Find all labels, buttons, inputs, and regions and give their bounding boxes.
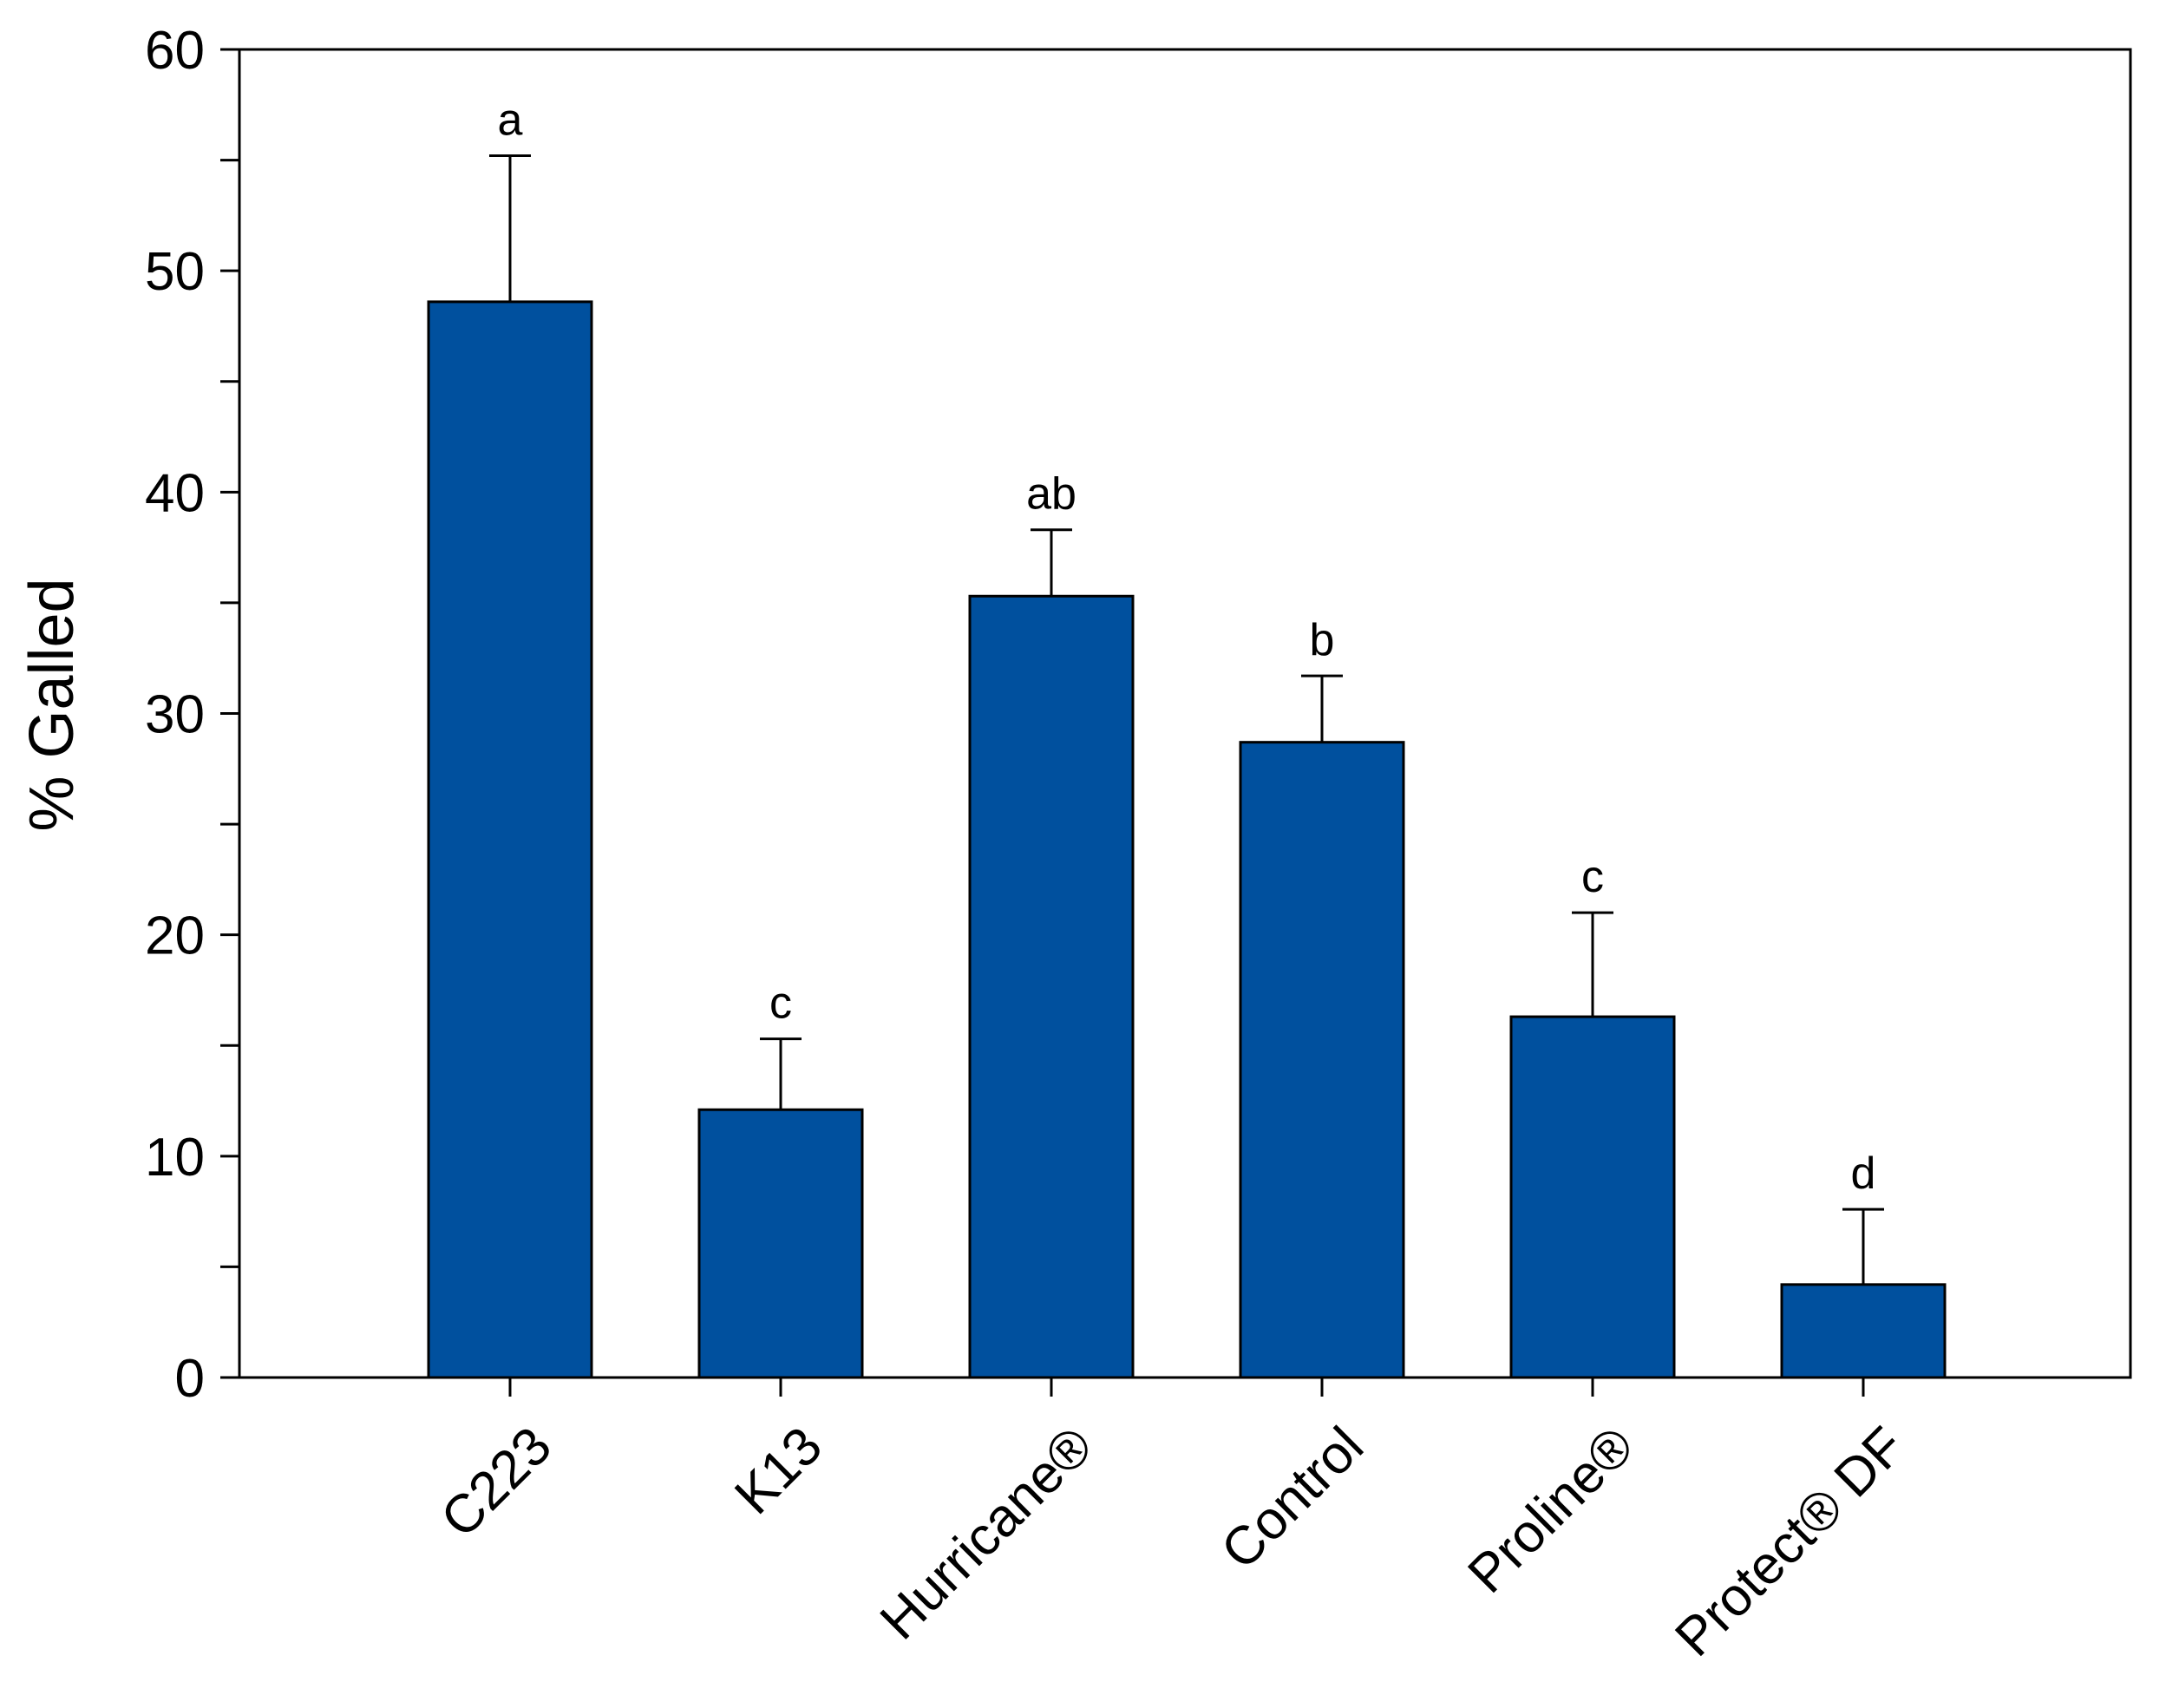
significance-letter-1: c	[769, 978, 792, 1029]
significance-letter-4: c	[1581, 852, 1604, 902]
y-tick-label-0: 0	[175, 1349, 205, 1409]
significance-letter-2: ab	[1026, 469, 1076, 520]
x-tick-label-1: K13	[723, 1416, 834, 1526]
y-tick-label-6: 60	[145, 21, 205, 81]
y-tick-label-4: 40	[145, 463, 205, 523]
error-bars-layer	[489, 154, 1884, 1285]
x-tick-label-3: Control	[1210, 1416, 1375, 1580]
x-tick-label-2: Hurricane®	[869, 1416, 1104, 1651]
bars-layer	[427, 300, 1947, 1379]
significance-letter-0: a	[498, 95, 523, 145]
y-tick-label-2: 20	[145, 906, 205, 966]
y-tick-label-1: 10	[145, 1128, 205, 1188]
significance-letters-layer: a c ab b c d	[498, 95, 1876, 1199]
bar-3	[1239, 741, 1405, 1379]
bar-0	[427, 300, 593, 1379]
y-tick-label-5: 50	[145, 242, 205, 302]
x-axis: C223 K13 Hurricane® Control Proline® Protect®…	[429, 1378, 1916, 1668]
bar-1	[697, 1108, 864, 1379]
y-axis: 0 10 20 30 40 50 60	[145, 21, 239, 1409]
bar-4	[1509, 1015, 1676, 1379]
significance-letter-5: d	[1851, 1148, 1876, 1199]
x-tick-label-5: Protect® DF	[1664, 1416, 1916, 1668]
bar-2	[968, 594, 1135, 1379]
bar-5	[1780, 1283, 1947, 1379]
x-tick-label-4: Proline®	[1456, 1416, 1646, 1605]
significance-letter-3: b	[1310, 615, 1335, 665]
x-tick-label-0: C223	[429, 1416, 563, 1549]
y-axis-title: % Galled	[17, 578, 87, 831]
y-tick-label-3: 30	[145, 685, 205, 745]
